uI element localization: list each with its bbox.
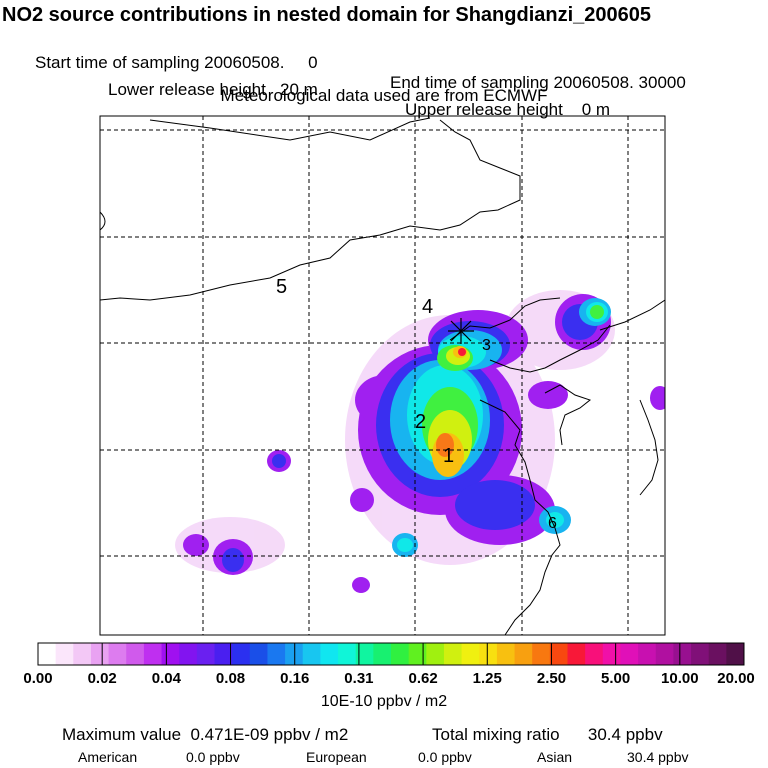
total-mixing-label: Total mixing ratio 30.4 ppbv — [432, 725, 663, 744]
station-marker-icon — [448, 318, 474, 344]
colorbar-cell — [655, 643, 674, 665]
colorbar-cell — [567, 643, 586, 665]
upper-release-label: Upper release height 0 m — [405, 100, 611, 119]
colorbar-cell — [38, 643, 57, 665]
contour-label: 4 — [422, 296, 433, 318]
contour-label: 6 — [548, 515, 557, 532]
colorbar-cell — [638, 643, 657, 665]
colorbar-cell — [126, 643, 145, 665]
max-value-label: Maximum value 0.471E-09 ppbv / m2 — [62, 725, 349, 744]
colorbar-cell — [302, 643, 321, 665]
colorbar-cell — [161, 643, 180, 665]
colorbar-cell — [443, 643, 463, 665]
american-value: 0.0 ppbv — [186, 749, 240, 765]
end-time-label: End time of sampling 20060508. 30000 — [390, 73, 686, 92]
colorbar-unit: 10E-10 ppbv / m2 — [320, 693, 448, 710]
colorbar-cell — [355, 643, 374, 665]
colorbar-cell — [108, 643, 127, 665]
colorbar-tick-label: 0.08 — [215, 670, 246, 687]
contour-label: 3 — [482, 337, 491, 354]
colorbar-tick-label: 0.16 — [280, 670, 310, 687]
colorbar-cell — [426, 643, 445, 665]
colorbar-cell — [708, 643, 727, 665]
colorbar-cell — [90, 643, 110, 665]
colorbar-cell — [726, 643, 745, 665]
colorbar-cell — [620, 643, 639, 665]
release-height-row: Lower release height 20 m Upper release … — [0, 60, 768, 120]
colorbar-cell — [461, 643, 480, 665]
sampling-time-row: Start time of sampling 20060508. 0 End t… — [0, 33, 768, 93]
colorbar-cell — [373, 643, 392, 665]
colorbar-cell — [479, 643, 498, 665]
colorbar-cell — [496, 643, 516, 665]
colorbar-cell — [549, 643, 568, 665]
colorbar-cell — [320, 643, 339, 665]
contour-label: 2 — [415, 411, 426, 433]
colorbar-tick-label: 0.02 — [87, 670, 117, 687]
lower-release-label: Lower release height 20 m — [108, 80, 318, 99]
colorbar-cell — [232, 643, 251, 665]
colorbar-cell — [585, 643, 604, 665]
contour-label: 5 — [276, 276, 287, 298]
colorbar-cell — [338, 643, 357, 665]
colorbar-tick-label: 0.00 — [23, 670, 53, 687]
colorbar-cell — [691, 643, 710, 665]
colorbar-cell — [673, 643, 692, 665]
map-frame — [99, 115, 666, 636]
asian-value: 30.4 ppbv — [627, 749, 689, 765]
colorbar-cell — [391, 643, 410, 665]
lat-lon-grid — [100, 116, 665, 635]
european-label: European — [306, 749, 367, 765]
colorbar-tick-label: 10.00 — [661, 670, 699, 687]
colorbar-cell — [602, 643, 621, 665]
start-time-label: Start time of sampling 20060508. 0 — [35, 53, 318, 72]
colorbar-cell — [514, 643, 533, 665]
colorbar-tick-label: 0.04 — [151, 670, 181, 687]
colorbar-tick-label: 1.25 — [472, 670, 502, 687]
colorbar-tick-label: 0.62 — [408, 670, 438, 687]
chart-title: NO2 source contributions in nested domai… — [2, 4, 652, 26]
colorbar-cell — [196, 643, 215, 665]
european-value: 0.0 ppbv — [418, 749, 472, 765]
colorbar-cell — [73, 643, 92, 665]
colorbar-cell — [55, 643, 74, 665]
colorbar-tick-label: 2.50 — [536, 670, 567, 687]
colorbar-tick-label: 20.00 — [717, 670, 755, 687]
met-data-label: Meteorological data used are from ECMWF — [220, 86, 548, 105]
american-label: American — [78, 749, 138, 765]
colorbar-cell — [179, 643, 198, 665]
colorbar-cell — [408, 643, 427, 665]
colorbar-cell — [267, 643, 286, 665]
colorbar-cell — [143, 643, 163, 665]
colorbar-tick-label: 0.31 — [344, 670, 374, 687]
colorbar-frame — [37, 642, 745, 666]
colorbar-cell — [249, 643, 268, 665]
colorbar-cell — [214, 643, 233, 665]
colorbar-cell — [285, 643, 304, 665]
colorbar-cell — [532, 643, 551, 665]
colorbar-tick-label: 5.00 — [601, 670, 631, 687]
asian-label: Asian — [537, 749, 573, 765]
contour-label: 1 — [443, 445, 454, 467]
